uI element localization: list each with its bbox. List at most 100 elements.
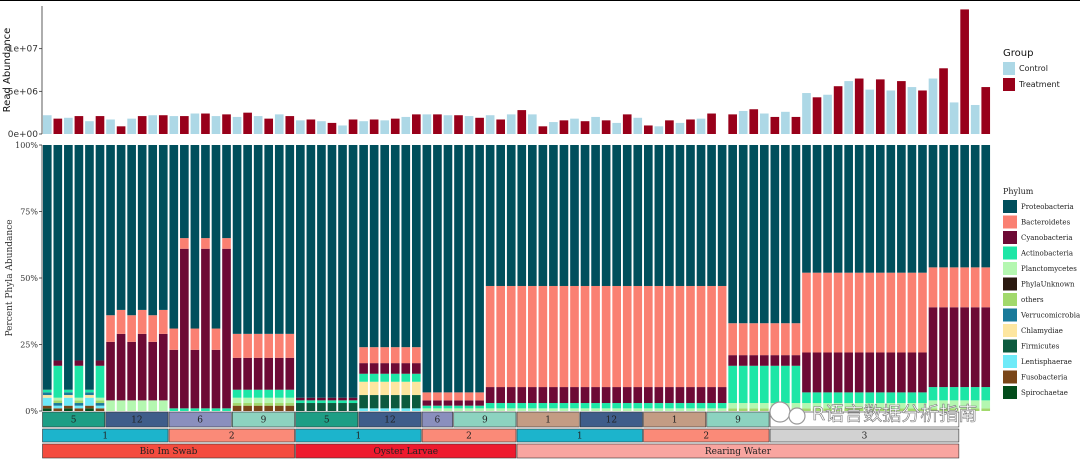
abundance-bar bbox=[559, 120, 569, 134]
segment-proteobacteria bbox=[939, 145, 948, 268]
segment-proteobacteria bbox=[85, 145, 94, 390]
stacked-bar bbox=[981, 145, 991, 411]
abundance-bar bbox=[527, 114, 537, 134]
abundance-bar bbox=[549, 122, 558, 134]
segment-bacteroidetes bbox=[517, 285, 527, 388]
stacked-bar bbox=[833, 145, 843, 411]
segment-proteobacteria bbox=[443, 145, 453, 393]
stacked-bar bbox=[327, 145, 337, 411]
segment-cyanobacteria bbox=[812, 352, 822, 393]
segment-cyanobacteria bbox=[907, 352, 917, 393]
segment-others bbox=[728, 408, 737, 411]
segment-cyanobacteria bbox=[759, 355, 769, 366]
segment-bacteroidetes bbox=[253, 333, 263, 358]
stacked-bar bbox=[549, 145, 558, 411]
abundance-bar bbox=[338, 125, 347, 134]
segment-planctomycetes bbox=[833, 403, 843, 409]
stacked-bar bbox=[570, 145, 579, 411]
segment-proteobacteria bbox=[549, 145, 558, 286]
segment-actinobacteria bbox=[201, 408, 210, 411]
segment-proteobacteria bbox=[264, 145, 274, 334]
abundance-bar bbox=[74, 116, 84, 134]
segment-actinobacteria bbox=[781, 365, 790, 404]
stacked-bar bbox=[601, 145, 611, 411]
abundance-bar bbox=[348, 119, 358, 134]
segment-lentisphaerae bbox=[64, 397, 73, 406]
segment-cyanobacteria bbox=[643, 387, 653, 404]
segment-others bbox=[53, 400, 63, 404]
segment-lentisphaerae bbox=[95, 405, 105, 409]
abundance-bar bbox=[158, 115, 168, 134]
strip-cell bbox=[769, 411, 960, 428]
segment-planctomycetes bbox=[53, 397, 63, 401]
segment-cyanobacteria bbox=[433, 400, 442, 406]
segment-actinobacteria bbox=[42, 389, 52, 393]
stacked-bar bbox=[64, 145, 73, 411]
segment-bacteroidetes bbox=[454, 392, 463, 401]
segment-actinobacteria bbox=[538, 403, 548, 409]
abundance-bar bbox=[211, 116, 221, 134]
strip-label: 12 bbox=[131, 416, 142, 426]
group-key-label: Treatment bbox=[1018, 80, 1060, 89]
segment-bacteroidetes bbox=[580, 285, 590, 388]
segment-actinobacteria bbox=[64, 389, 73, 393]
segment-planctomycetes bbox=[633, 408, 643, 411]
segment-firmicutes bbox=[359, 395, 368, 409]
segment-firmicutes bbox=[369, 395, 379, 409]
segment-cyanobacteria bbox=[707, 387, 716, 404]
y-tick-label: 50% bbox=[20, 274, 38, 283]
stacked-bar bbox=[665, 145, 674, 411]
segment-proteobacteria bbox=[875, 145, 885, 273]
strip-cell bbox=[295, 428, 422, 443]
segment-planctomycetes bbox=[612, 408, 621, 411]
segment-planctomycetes bbox=[949, 400, 959, 409]
stacked-bar bbox=[412, 145, 421, 411]
segment-actinobacteria bbox=[390, 373, 400, 382]
segment-planctomycetes bbox=[506, 408, 516, 411]
segment-proteobacteria bbox=[359, 145, 368, 348]
segment-proteobacteria bbox=[960, 145, 969, 268]
segment-proteobacteria bbox=[433, 145, 442, 393]
stacked-bar bbox=[633, 145, 643, 411]
segment-lentisphaerae bbox=[42, 397, 52, 406]
stacked-bar bbox=[654, 145, 664, 411]
segment-actinobacteria bbox=[686, 403, 695, 409]
segment-planctomycetes bbox=[570, 408, 579, 411]
abundance-bar bbox=[433, 114, 442, 134]
stacked-bar bbox=[253, 145, 263, 411]
abundance-bar bbox=[485, 115, 495, 134]
segment-bacteroidetes bbox=[222, 238, 231, 249]
segment-others bbox=[970, 408, 980, 411]
abundance-bar bbox=[390, 118, 400, 134]
segment-actinobacteria bbox=[770, 365, 780, 404]
abundance-bar bbox=[53, 118, 63, 134]
segment-proteobacteria bbox=[580, 145, 590, 286]
stacked-bar bbox=[749, 145, 759, 411]
segment-planctomycetes bbox=[918, 403, 927, 409]
segment-cyanobacteria bbox=[201, 248, 210, 409]
segment-lentisphaerae bbox=[380, 408, 390, 411]
segment-lentisphaerae bbox=[53, 405, 63, 409]
segment-proteobacteria bbox=[907, 145, 917, 273]
segment-proteobacteria bbox=[591, 145, 600, 286]
segment-bacteroidetes bbox=[116, 309, 126, 334]
segment-proteobacteria bbox=[127, 145, 136, 316]
segment-planctomycetes bbox=[823, 403, 832, 409]
strip-label: 12 bbox=[384, 416, 395, 426]
abundance-bar bbox=[380, 120, 390, 134]
segment-planctomycetes bbox=[591, 408, 600, 411]
segment-actinobacteria bbox=[296, 400, 305, 404]
segment-actinobacteria bbox=[612, 403, 621, 409]
abundance-bar bbox=[243, 112, 252, 134]
segment-cyanobacteria bbox=[180, 248, 189, 409]
segment-bacteroidetes bbox=[802, 272, 811, 353]
segment-actinobacteria bbox=[264, 389, 274, 398]
segment-proteobacteria bbox=[369, 145, 379, 348]
segment-actinobacteria bbox=[833, 392, 843, 404]
segment-planctomycetes bbox=[485, 408, 495, 411]
segment-proteobacteria bbox=[454, 145, 463, 393]
abundance-bar bbox=[137, 116, 147, 134]
segment-fusobacteria bbox=[95, 408, 105, 411]
segment-cyanobacteria bbox=[211, 349, 221, 409]
phylum-key-swatch bbox=[1003, 262, 1017, 275]
